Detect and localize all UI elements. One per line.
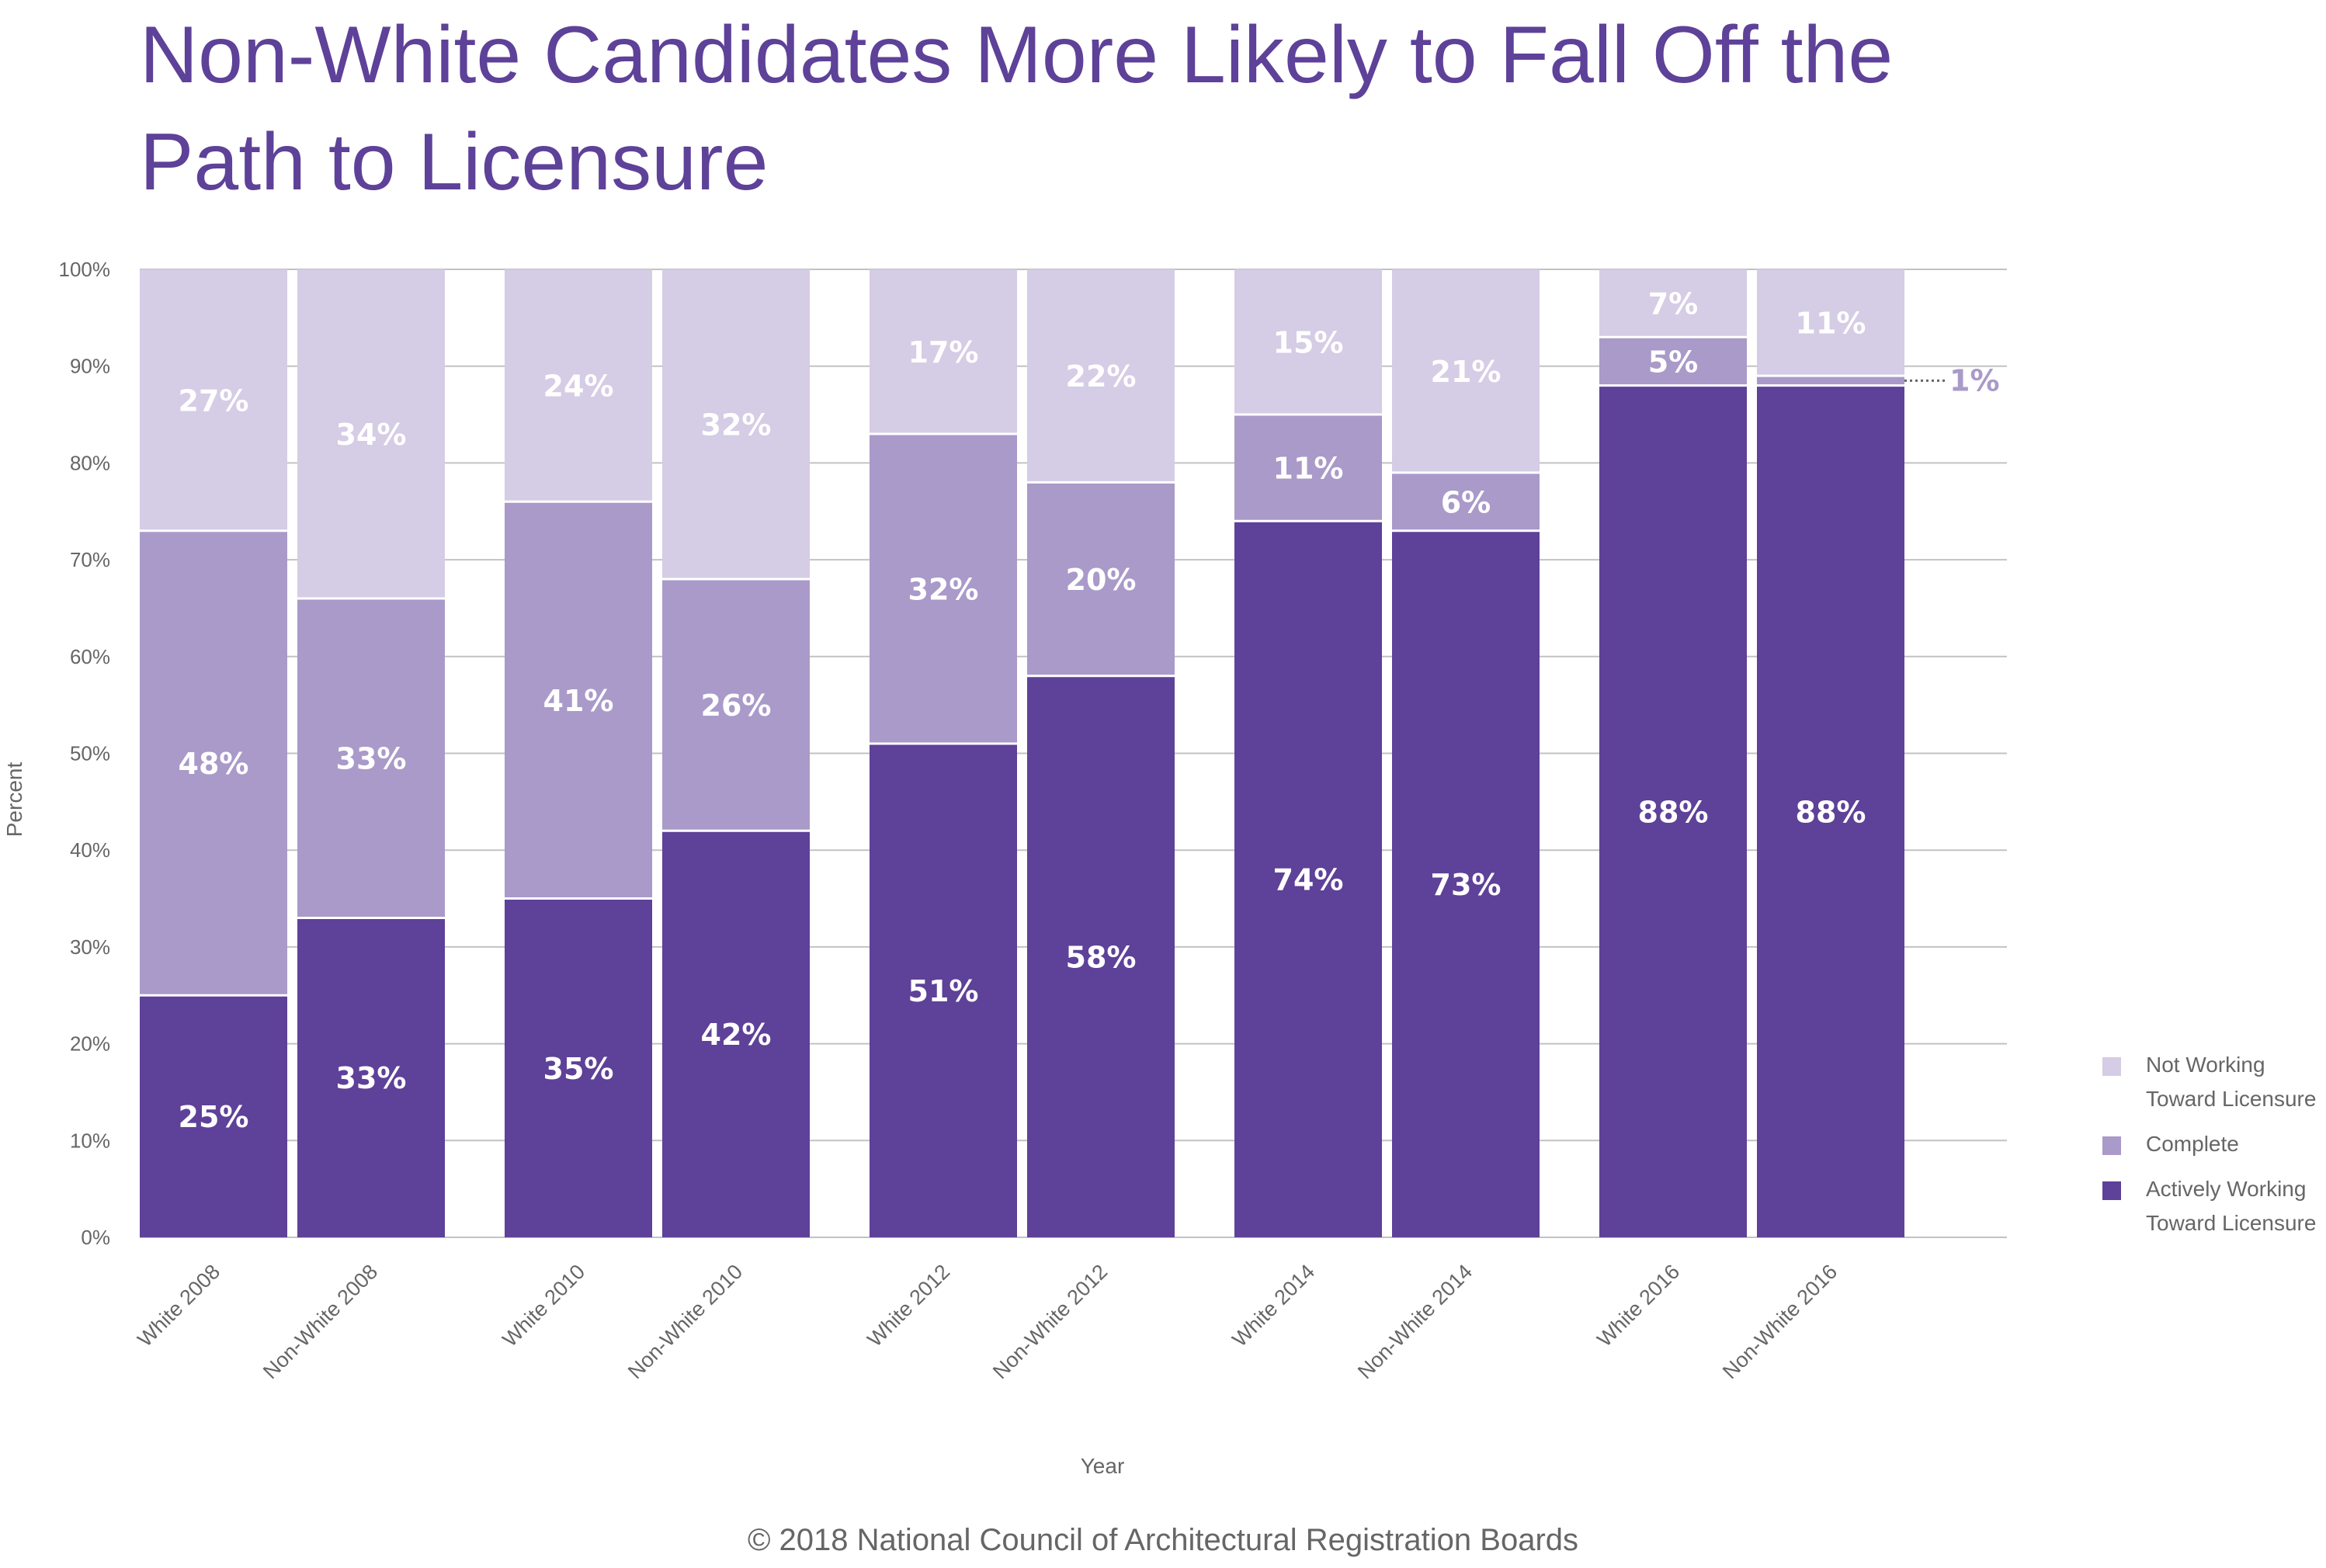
- x-tick-label: White 2010: [498, 1260, 589, 1351]
- legend: Not Working Toward Licensure Complete Acti…: [2102, 1048, 2326, 1251]
- legend-swatch: [2102, 1136, 2121, 1155]
- bar-segment: [140, 530, 287, 996]
- data-label: 7%: [1648, 287, 1699, 321]
- bar-segment: [1234, 415, 1382, 522]
- bar-segment: [1757, 385, 1904, 1237]
- data-label: 26%: [701, 689, 772, 723]
- data-label: 11%: [1273, 452, 1344, 486]
- bar-segment: [505, 501, 652, 899]
- data-label: 11%: [1796, 307, 1866, 341]
- bar-segment: [1234, 521, 1382, 1237]
- data-label: 33%: [336, 1061, 407, 1095]
- y-tick-label: 60%: [70, 645, 110, 668]
- x-tick-label: Non-White 2012: [988, 1260, 1112, 1383]
- data-label: 88%: [1638, 795, 1709, 829]
- bar-segment: [1027, 269, 1175, 483]
- bar-segment: [662, 579, 810, 831]
- data-label: 42%: [701, 1018, 772, 1052]
- y-tick-label: 10%: [70, 1129, 110, 1152]
- y-tick-label: 100%: [59, 258, 111, 281]
- data-label: 24%: [543, 369, 614, 404]
- x-tick-label: Non-White 2016: [1718, 1260, 1842, 1383]
- bar-segment: [870, 269, 1017, 434]
- data-label: 17%: [908, 335, 979, 369]
- bar-segment: [662, 831, 810, 1237]
- bar-segment: [297, 598, 445, 918]
- bar-segment: [870, 744, 1017, 1237]
- bar-segment: [1599, 337, 1747, 386]
- data-label: 34%: [336, 418, 407, 452]
- y-tick-label: 20%: [70, 1032, 110, 1056]
- x-tick-label: Non-White 2010: [623, 1260, 747, 1383]
- bar-segment: [1599, 269, 1747, 338]
- bar-segment: [1599, 385, 1747, 1237]
- x-tick-label: White 2016: [1592, 1260, 1684, 1351]
- bar-segment: [1392, 472, 1540, 531]
- data-label: 6%: [1441, 485, 1491, 519]
- y-axis-label: Percent: [2, 762, 26, 838]
- y-tick-label: 40%: [70, 838, 110, 862]
- x-axis-label: Year: [1081, 1454, 1125, 1478]
- bar-segment: [662, 269, 810, 580]
- data-label: 33%: [336, 742, 407, 776]
- bar-segment: [1234, 269, 1382, 415]
- value-labels: 25% 48% 27% 33% 33% 34% 35% 41% 24% 42% 26% 32% 51% 3…: [179, 287, 2000, 1134]
- legend-item: Complete: [2102, 1127, 2326, 1161]
- data-label: 21%: [1431, 355, 1501, 389]
- legend-swatch: [2102, 1181, 2121, 1200]
- bar-segment: [505, 269, 652, 502]
- y-tick-label: 90%: [70, 355, 110, 378]
- bar-segment: [1027, 482, 1175, 676]
- data-label: 73%: [1431, 868, 1501, 902]
- legend-swatch: [2102, 1057, 2121, 1076]
- data-label: 22%: [1066, 359, 1137, 394]
- footer-copyright: © 2018 National Council of Architectural…: [747, 1523, 1579, 1557]
- y-tick-label: 80%: [70, 451, 110, 474]
- data-label: 5%: [1648, 345, 1699, 379]
- x-tick-label: White 2012: [863, 1260, 954, 1351]
- data-label: 15%: [1273, 326, 1344, 360]
- bar-segment: [297, 918, 445, 1237]
- legend-item: Actively Working Toward Licensure: [2102, 1172, 2326, 1240]
- data-label: 1%: [1949, 363, 2000, 397]
- legend-label: Actively Working Toward Licensure: [2146, 1177, 2317, 1235]
- data-label: 74%: [1273, 863, 1344, 897]
- legend-label: Complete: [2146, 1132, 2239, 1156]
- legend-label: Not Working Toward Licensure: [2146, 1053, 2317, 1111]
- y-tick-label: 0%: [81, 1226, 110, 1249]
- chart-title: Non-White Candidates More Likely to Fall…: [140, 10, 1894, 207]
- bar-segment: [1392, 269, 1540, 473]
- x-tick-label: White 2008: [133, 1260, 224, 1351]
- data-label: 58%: [1066, 940, 1137, 974]
- x-tick-label: White 2014: [1227, 1260, 1319, 1351]
- data-label: 35%: [543, 1052, 614, 1086]
- x-tick-label: Non-White 2008: [259, 1260, 382, 1383]
- data-label: 51%: [908, 974, 979, 1008]
- data-label: 41%: [543, 684, 614, 718]
- y-tick-label: 70%: [70, 548, 110, 571]
- data-label: 32%: [908, 573, 979, 607]
- data-label: 48%: [179, 747, 249, 781]
- data-label: 88%: [1796, 795, 1866, 829]
- bar-segment: [297, 269, 445, 598]
- x-tick-label: Non-White 2014: [1353, 1260, 1477, 1383]
- data-label: 27%: [179, 383, 249, 418]
- y-tick-label: 50%: [70, 742, 110, 765]
- bar-segment: [140, 995, 287, 1237]
- bar-segment: [140, 269, 287, 531]
- data-label: 32%: [701, 408, 772, 442]
- bar-segment: [870, 433, 1017, 744]
- bars: [140, 269, 1904, 1237]
- legend-item: Not Working Toward Licensure: [2102, 1048, 2326, 1116]
- bar-segment: [1027, 675, 1175, 1237]
- data-label: 20%: [1066, 563, 1137, 597]
- bar-segment: [505, 898, 652, 1237]
- bar-segment: [1757, 269, 1904, 376]
- data-label: 25%: [179, 1100, 249, 1134]
- bar-segment: [1757, 376, 1904, 386]
- y-tick-label: 30%: [70, 935, 110, 959]
- bar-segment: [1392, 530, 1540, 1237]
